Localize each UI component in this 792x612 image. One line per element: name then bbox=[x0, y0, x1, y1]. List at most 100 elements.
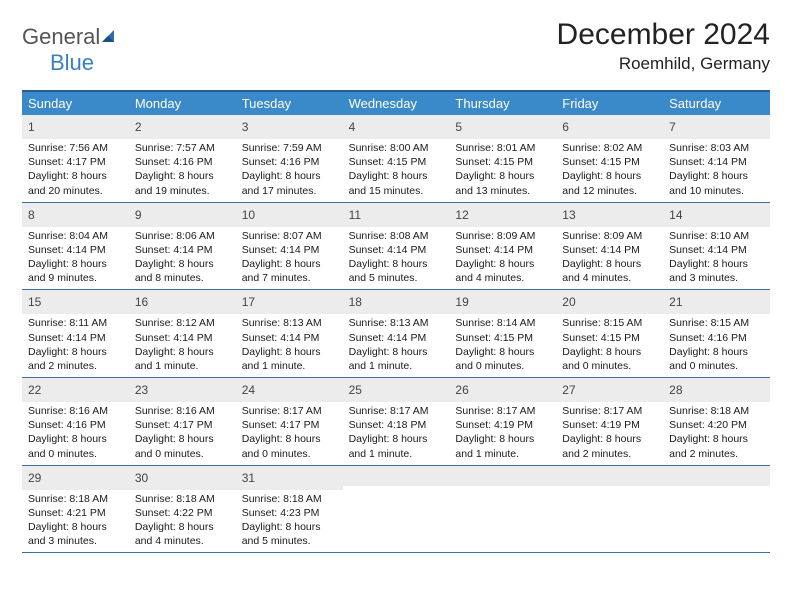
day-details: Sunrise: 8:17 AMSunset: 4:18 PMDaylight:… bbox=[343, 402, 450, 465]
detail-sunrise: Sunrise: 8:09 AM bbox=[455, 229, 550, 243]
detail-sunrise: Sunrise: 8:16 AM bbox=[135, 404, 230, 418]
day-cell bbox=[663, 466, 770, 553]
detail-sunrise: Sunrise: 8:09 AM bbox=[562, 229, 657, 243]
day-number: 15 bbox=[28, 295, 41, 309]
day-details: Sunrise: 8:12 AMSunset: 4:14 PMDaylight:… bbox=[129, 314, 236, 377]
detail-sunset: Sunset: 4:14 PM bbox=[242, 243, 337, 257]
day-cell: 7Sunrise: 8:03 AMSunset: 4:14 PMDaylight… bbox=[663, 115, 770, 202]
day-number: 27 bbox=[562, 383, 575, 397]
day-header-tue: Tuesday bbox=[236, 92, 343, 115]
detail-dl1: Daylight: 8 hours bbox=[669, 257, 764, 271]
detail-sunrise: Sunrise: 8:18 AM bbox=[669, 404, 764, 418]
day-number: 25 bbox=[349, 383, 362, 397]
detail-dl1: Daylight: 8 hours bbox=[242, 345, 337, 359]
detail-dl1: Daylight: 8 hours bbox=[28, 345, 123, 359]
day-cell: 2Sunrise: 7:57 AMSunset: 4:16 PMDaylight… bbox=[129, 115, 236, 202]
detail-sunrise: Sunrise: 8:17 AM bbox=[242, 404, 337, 418]
day-header-sat: Saturday bbox=[663, 92, 770, 115]
detail-dl1: Daylight: 8 hours bbox=[349, 345, 444, 359]
calendar: Sunday Monday Tuesday Wednesday Thursday… bbox=[22, 90, 770, 553]
day-cell: 6Sunrise: 8:02 AMSunset: 4:15 PMDaylight… bbox=[556, 115, 663, 202]
day-details: Sunrise: 8:13 AMSunset: 4:14 PMDaylight:… bbox=[343, 314, 450, 377]
day-number: 18 bbox=[349, 295, 362, 309]
day-number: 26 bbox=[455, 383, 468, 397]
detail-dl2: and 0 minutes. bbox=[28, 447, 123, 461]
location: Roemhild, Germany bbox=[557, 54, 770, 74]
day-cell: 24Sunrise: 8:17 AMSunset: 4:17 PMDayligh… bbox=[236, 378, 343, 465]
logo: General Blue bbox=[22, 18, 120, 76]
detail-dl1: Daylight: 8 hours bbox=[242, 432, 337, 446]
day-cell: 3Sunrise: 7:59 AMSunset: 4:16 PMDaylight… bbox=[236, 115, 343, 202]
detail-sunrise: Sunrise: 8:13 AM bbox=[349, 316, 444, 330]
day-cell: 28Sunrise: 8:18 AMSunset: 4:20 PMDayligh… bbox=[663, 378, 770, 465]
detail-sunset: Sunset: 4:18 PM bbox=[349, 418, 444, 432]
day-number: 8 bbox=[28, 208, 35, 222]
week-row: 29Sunrise: 8:18 AMSunset: 4:21 PMDayligh… bbox=[22, 466, 770, 554]
detail-dl1: Daylight: 8 hours bbox=[669, 432, 764, 446]
detail-dl2: and 9 minutes. bbox=[28, 271, 123, 285]
day-cell: 1Sunrise: 7:56 AMSunset: 4:17 PMDaylight… bbox=[22, 115, 129, 202]
day-cell bbox=[343, 466, 450, 553]
detail-sunset: Sunset: 4:14 PM bbox=[349, 243, 444, 257]
day-number: 9 bbox=[135, 208, 142, 222]
day-header-fri: Friday bbox=[556, 92, 663, 115]
detail-sunset: Sunset: 4:17 PM bbox=[135, 418, 230, 432]
detail-dl1: Daylight: 8 hours bbox=[242, 520, 337, 534]
day-cell: 30Sunrise: 8:18 AMSunset: 4:22 PMDayligh… bbox=[129, 466, 236, 553]
day-number: 20 bbox=[562, 295, 575, 309]
day-cell: 22Sunrise: 8:16 AMSunset: 4:16 PMDayligh… bbox=[22, 378, 129, 465]
detail-sunrise: Sunrise: 7:57 AM bbox=[135, 141, 230, 155]
detail-sunset: Sunset: 4:17 PM bbox=[242, 418, 337, 432]
day-header-sun: Sunday bbox=[22, 92, 129, 115]
detail-dl1: Daylight: 8 hours bbox=[242, 169, 337, 183]
day-number: 28 bbox=[669, 383, 682, 397]
detail-sunrise: Sunrise: 8:18 AM bbox=[135, 492, 230, 506]
detail-sunset: Sunset: 4:15 PM bbox=[562, 155, 657, 169]
detail-sunrise: Sunrise: 8:16 AM bbox=[28, 404, 123, 418]
day-number: 4 bbox=[349, 120, 356, 134]
detail-sunset: Sunset: 4:16 PM bbox=[669, 331, 764, 345]
detail-dl2: and 3 minutes. bbox=[669, 271, 764, 285]
detail-dl1: Daylight: 8 hours bbox=[28, 520, 123, 534]
detail-dl1: Daylight: 8 hours bbox=[135, 257, 230, 271]
detail-sunrise: Sunrise: 8:13 AM bbox=[242, 316, 337, 330]
detail-sunset: Sunset: 4:15 PM bbox=[455, 155, 550, 169]
day-number: 30 bbox=[135, 471, 148, 485]
detail-dl1: Daylight: 8 hours bbox=[562, 169, 657, 183]
day-cell: 18 Sunrise: 8:13 AMSunset: 4:14 PMDayligh… bbox=[343, 290, 450, 377]
day-number: 29 bbox=[28, 471, 41, 485]
detail-sunrise: Sunrise: 8:15 AM bbox=[669, 316, 764, 330]
detail-sunset: Sunset: 4:14 PM bbox=[242, 331, 337, 345]
detail-dl2: and 0 minutes. bbox=[669, 359, 764, 373]
day-details: Sunrise: 8:17 AMSunset: 4:19 PMDaylight:… bbox=[449, 402, 556, 465]
detail-dl1: Daylight: 8 hours bbox=[135, 169, 230, 183]
detail-dl2: and 0 minutes. bbox=[242, 447, 337, 461]
day-cell bbox=[556, 466, 663, 553]
detail-sunrise: Sunrise: 8:04 AM bbox=[28, 229, 123, 243]
day-details: Sunrise: 7:56 AMSunset: 4:17 PMDaylight:… bbox=[22, 139, 129, 202]
detail-sunrise: Sunrise: 7:56 AM bbox=[28, 141, 123, 155]
week-row: 15Sunrise: 8:11 AMSunset: 4:14 PMDayligh… bbox=[22, 290, 770, 378]
day-details: Sunrise: 8:01 AMSunset: 4:15 PMDaylight:… bbox=[449, 139, 556, 202]
day-cell bbox=[449, 466, 556, 553]
day-details: Sunrise: 8:13 AMSunset: 4:14 PMDaylight:… bbox=[236, 314, 343, 377]
detail-dl2: and 0 minutes. bbox=[562, 359, 657, 373]
day-cell: 15Sunrise: 8:11 AMSunset: 4:14 PMDayligh… bbox=[22, 290, 129, 377]
week-row: 1Sunrise: 7:56 AMSunset: 4:17 PMDaylight… bbox=[22, 115, 770, 203]
detail-sunrise: Sunrise: 8:17 AM bbox=[562, 404, 657, 418]
day-cell: 16Sunrise: 8:12 AMSunset: 4:14 PMDayligh… bbox=[129, 290, 236, 377]
day-cell: 25 Sunrise: 8:17 AMSunset: 4:18 PMDayligh… bbox=[343, 378, 450, 465]
day-details: Sunrise: 8:03 AMSunset: 4:14 PMDaylight:… bbox=[663, 139, 770, 202]
detail-dl2: and 1 minute. bbox=[349, 359, 444, 373]
detail-sunset: Sunset: 4:16 PM bbox=[28, 418, 123, 432]
day-cell: 20 Sunrise: 8:15 AMSunset: 4:15 PMDayligh… bbox=[556, 290, 663, 377]
day-number: 11 bbox=[349, 208, 361, 222]
day-details: Sunrise: 8:17 AMSunset: 4:17 PMDaylight:… bbox=[236, 402, 343, 465]
day-number: 31 bbox=[242, 471, 255, 485]
detail-dl2: and 20 minutes. bbox=[28, 184, 123, 198]
detail-dl2: and 2 minutes. bbox=[669, 447, 764, 461]
day-details: Sunrise: 8:15 AMSunset: 4:15 PMDaylight:… bbox=[556, 314, 663, 377]
detail-sunset: Sunset: 4:14 PM bbox=[135, 331, 230, 345]
detail-sunrise: Sunrise: 8:15 AM bbox=[562, 316, 657, 330]
detail-sunrise: Sunrise: 8:06 AM bbox=[135, 229, 230, 243]
